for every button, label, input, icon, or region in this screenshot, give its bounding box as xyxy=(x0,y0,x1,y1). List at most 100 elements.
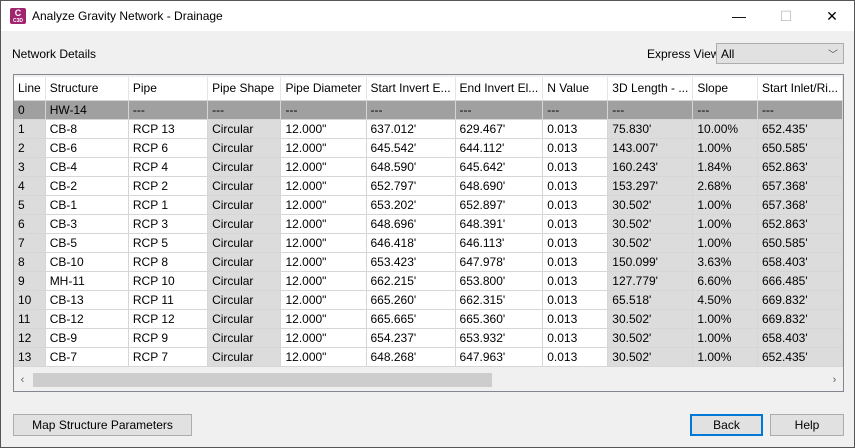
table-cell[interactable]: 0.013 xyxy=(542,328,609,348)
table-cell[interactable]: 1.00% xyxy=(692,138,758,158)
table-cell[interactable]: CB-12 xyxy=(45,309,129,329)
table-cell[interactable]: 10.00% xyxy=(692,119,758,139)
column-header[interactable]: Pipe xyxy=(128,77,209,101)
table-cell[interactable]: CB-3 xyxy=(45,214,129,234)
table-cell[interactable]: Circular xyxy=(207,252,282,272)
table-cell[interactable]: 653.932' xyxy=(455,328,544,348)
table-cell[interactable]: Circular xyxy=(207,328,282,348)
table-cell[interactable]: 153.297' xyxy=(607,176,694,196)
table-cell[interactable]: 646.113' xyxy=(455,233,544,253)
table-cell[interactable]: RCP 2 xyxy=(128,176,209,196)
table-cell[interactable]: RCP 5 xyxy=(128,233,209,253)
table-cell[interactable]: 12.000" xyxy=(280,195,367,215)
column-header[interactable]: 3D Length - ... xyxy=(607,77,694,101)
table-cell[interactable]: RCP 11 xyxy=(128,290,209,310)
table-cell[interactable]: CB-7 xyxy=(45,347,129,367)
table-cell[interactable]: CB-13 xyxy=(45,290,129,310)
table-cell[interactable]: 4 xyxy=(14,176,46,196)
table-cell[interactable]: 645.542' xyxy=(366,138,456,158)
network-details-grid[interactable]: Line Structure Pipe Pipe Shape Pipe Diameter… xyxy=(13,74,844,392)
table-cell[interactable]: 644.112' xyxy=(455,138,544,158)
table-cell[interactable]: 0.013 xyxy=(542,157,609,177)
table-cell[interactable]: 2 xyxy=(14,138,46,158)
table-cell[interactable]: 665.665' xyxy=(366,309,456,329)
column-header[interactable]: Pipe Shape xyxy=(207,77,282,101)
table-cell[interactable]: RCP 8 xyxy=(128,252,209,272)
table-cell[interactable]: RCP 9 xyxy=(128,328,209,348)
table-cell[interactable]: 1.00% xyxy=(692,347,758,367)
table-cell[interactable]: 65.518' xyxy=(607,290,694,310)
table-cell[interactable]: RCP 1 xyxy=(128,195,209,215)
table-cell[interactable]: CB-5 xyxy=(45,233,129,253)
table-cell[interactable]: 12.000" xyxy=(280,271,367,291)
table-cell[interactable]: 0.013 xyxy=(542,233,609,253)
table-cell[interactable]: 0.013 xyxy=(542,214,609,234)
table-cell[interactable]: 12.000" xyxy=(280,233,367,253)
table-row[interactable]: 9 MH-11 RCP 10 Circular 12.000" 662.215' 653.8… xyxy=(14,271,843,291)
table-cell[interactable]: --- xyxy=(280,100,367,120)
table-cell[interactable]: 12 xyxy=(14,328,46,348)
table-cell[interactable]: 10 xyxy=(14,290,46,310)
table-cell[interactable]: --- xyxy=(542,100,609,120)
table-cell[interactable]: 0.013 xyxy=(542,271,609,291)
column-header[interactable]: Start Inlet/Ri... xyxy=(757,77,843,101)
table-cell[interactable]: 1.84% xyxy=(692,157,758,177)
table-cell[interactable]: 0.013 xyxy=(542,309,609,329)
table-cell[interactable]: 5 xyxy=(14,195,46,215)
table-cell[interactable]: 1.00% xyxy=(692,195,758,215)
table-cell[interactable]: 650.585' xyxy=(757,138,843,158)
map-structure-parameters-button[interactable]: Map Structure Parameters xyxy=(13,414,192,436)
table-cell[interactable]: CB-9 xyxy=(45,328,129,348)
table-cell[interactable]: 12.000" xyxy=(280,119,367,139)
table-cell[interactable]: 652.797' xyxy=(366,176,456,196)
column-header[interactable]: Pipe Diameter xyxy=(280,77,367,101)
column-header[interactable]: Line xyxy=(14,77,46,101)
table-cell[interactable]: 9 xyxy=(14,271,46,291)
table-cell[interactable]: Circular xyxy=(207,290,282,310)
table-cell[interactable]: 652.897' xyxy=(455,195,544,215)
table-cell[interactable]: 648.391' xyxy=(455,214,544,234)
table-cell[interactable]: --- xyxy=(366,100,456,120)
table-cell[interactable]: CB-6 xyxy=(45,138,129,158)
table-cell[interactable]: RCP 6 xyxy=(128,138,209,158)
table-cell[interactable]: 645.642' xyxy=(455,157,544,177)
table-cell[interactable]: 143.007' xyxy=(607,138,694,158)
table-cell[interactable]: CB-2 xyxy=(45,176,129,196)
maximize-button[interactable]: ☐ xyxy=(779,8,793,24)
table-cell[interactable]: --- xyxy=(757,100,843,120)
table-cell[interactable]: Circular xyxy=(207,176,282,196)
table-cell[interactable]: Circular xyxy=(207,157,282,177)
table-cell[interactable]: 75.830' xyxy=(607,119,694,139)
back-button[interactable]: Back xyxy=(690,414,763,436)
table-cell[interactable]: 652.863' xyxy=(757,214,843,234)
table-cell[interactable]: 7 xyxy=(14,233,46,253)
table-row[interactable]: 10 CB-13 RCP 11 Circular 12.000" 665.260' 662.… xyxy=(14,290,843,310)
column-header[interactable]: End Invert El... xyxy=(455,77,544,101)
table-cell[interactable]: RCP 4 xyxy=(128,157,209,177)
table-cell[interactable]: 0.013 xyxy=(542,195,609,215)
table-cell[interactable]: 0.013 xyxy=(542,347,609,367)
table-cell[interactable]: 1.00% xyxy=(692,214,758,234)
table-cell[interactable]: Circular xyxy=(207,309,282,329)
table-cell[interactable]: RCP 10 xyxy=(128,271,209,291)
table-cell[interactable]: 12.000" xyxy=(280,176,367,196)
table-cell[interactable]: 662.315' xyxy=(455,290,544,310)
table-cell[interactable]: 1 xyxy=(14,119,46,139)
table-cell[interactable]: CB-8 xyxy=(45,119,129,139)
table-cell[interactable]: 652.863' xyxy=(757,157,843,177)
table-cell[interactable]: 12.000" xyxy=(280,309,367,329)
column-header[interactable]: Start Invert E... xyxy=(366,77,456,101)
table-cell[interactable]: 648.268' xyxy=(366,347,456,367)
table-cell[interactable]: 657.368' xyxy=(757,176,843,196)
table-cell[interactable]: 127.779' xyxy=(607,271,694,291)
table-cell[interactable]: Circular xyxy=(207,271,282,291)
table-cell[interactable]: 648.590' xyxy=(366,157,456,177)
table-cell[interactable]: 12.000" xyxy=(280,290,367,310)
table-cell[interactable]: 30.502' xyxy=(607,347,694,367)
table-cell[interactable]: 12.000" xyxy=(280,328,367,348)
table-cell[interactable]: 0.013 xyxy=(542,176,609,196)
table-cell[interactable]: Circular xyxy=(207,138,282,158)
minimize-button[interactable]: — xyxy=(732,8,746,24)
table-row[interactable]: 5 CB-1 RCP 1 Circular 12.000" 653.202' 652.897… xyxy=(14,195,843,215)
table-cell[interactable]: 647.978' xyxy=(455,252,544,272)
